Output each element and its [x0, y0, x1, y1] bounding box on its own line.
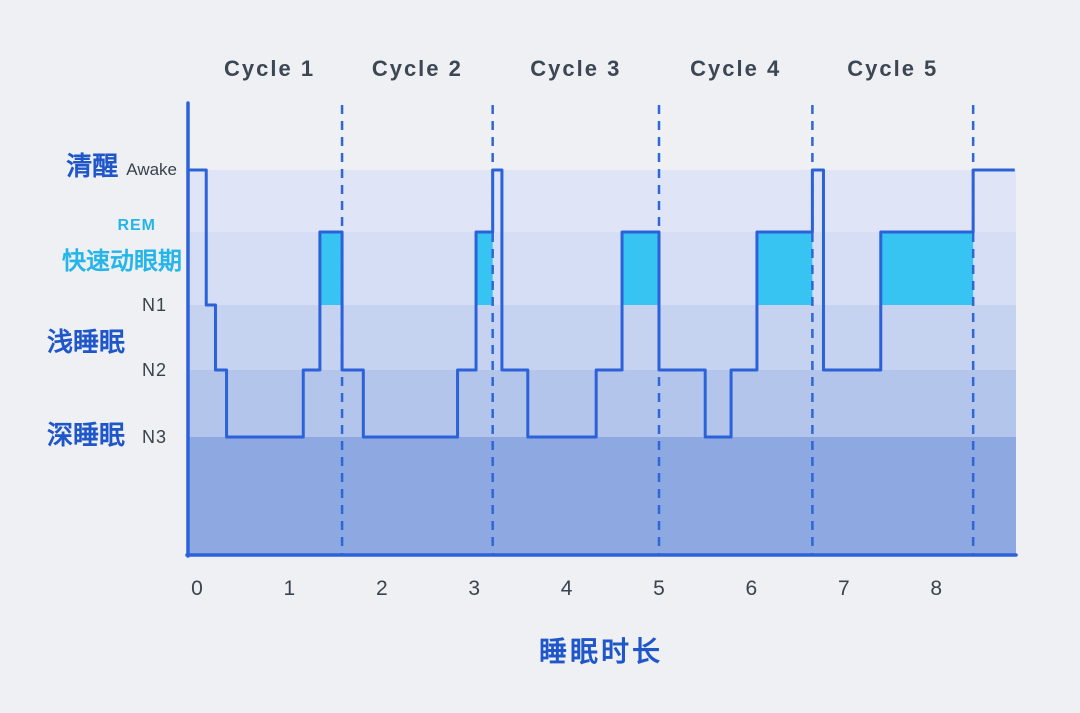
- stage-band-n3: [188, 437, 1016, 555]
- rem-fill-block: [622, 232, 659, 305]
- rem-fill-block: [756, 232, 813, 305]
- stage-band-n1: [188, 305, 1016, 370]
- stage-band-n2: [188, 370, 1016, 437]
- rem-fill-block: [880, 232, 974, 305]
- rem-fill-block: [476, 232, 493, 305]
- stage-band-awake: [188, 170, 1016, 232]
- rem-fill-block: [319, 232, 343, 305]
- hypnogram-step-line: [188, 168, 1015, 439]
